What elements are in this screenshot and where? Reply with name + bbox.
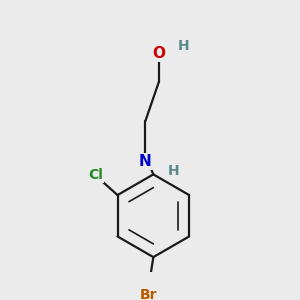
Text: O: O (152, 46, 165, 61)
Text: Br: Br (140, 288, 158, 300)
Text: N: N (139, 154, 152, 169)
Text: Cl: Cl (88, 168, 103, 182)
Text: H: H (167, 164, 179, 178)
Text: H: H (178, 39, 189, 53)
